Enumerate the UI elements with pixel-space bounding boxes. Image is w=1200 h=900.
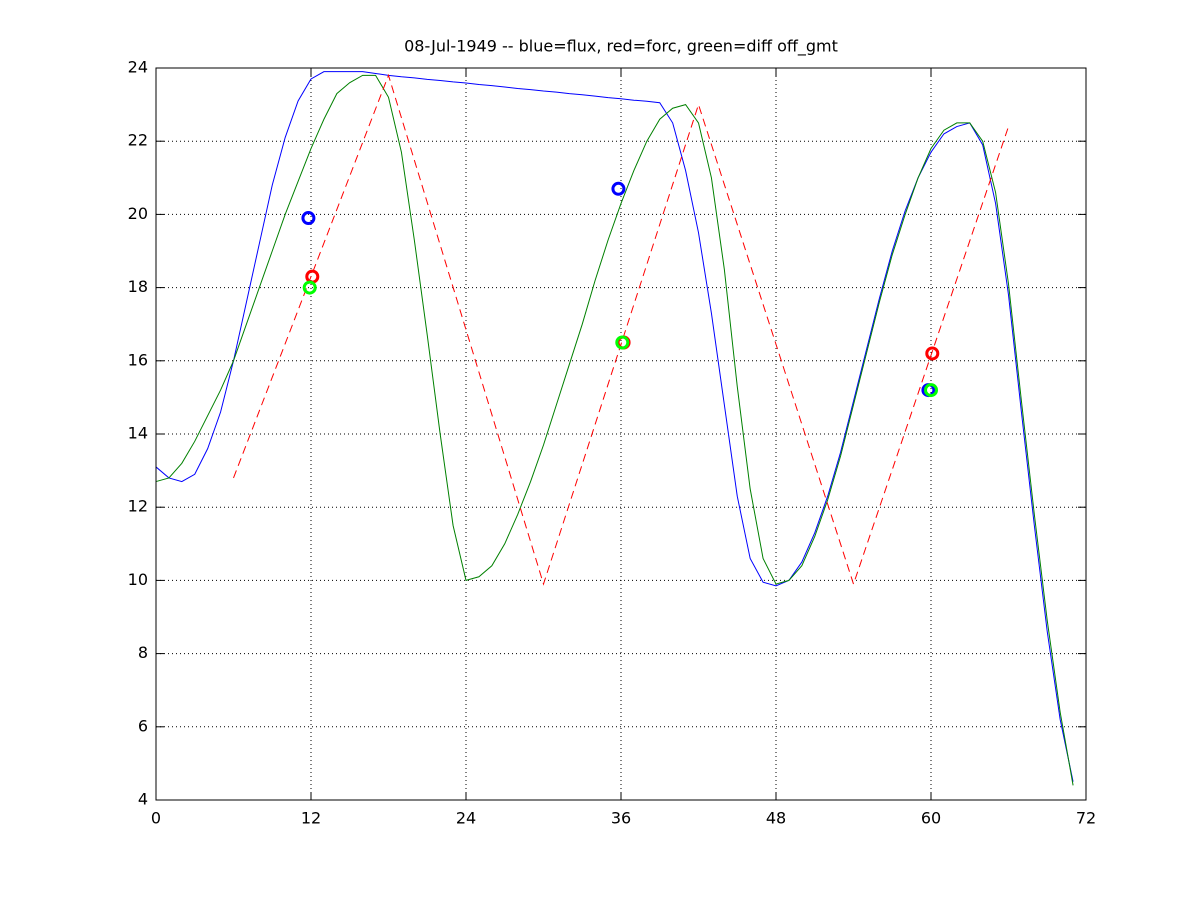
x-tick-label: 12 (301, 809, 321, 828)
x-tick-label: 0 (151, 809, 161, 828)
line (155, 74, 1074, 786)
marker (611, 181, 626, 196)
marker (301, 211, 316, 226)
axes-box (155, 67, 1087, 801)
line (233, 73, 1009, 586)
marker (302, 280, 317, 295)
y-tick-label: 18 (128, 277, 148, 296)
marker (615, 335, 630, 350)
y-tick-label: 22 (128, 131, 148, 150)
x-tick-label: 60 (921, 809, 941, 828)
x-tick-label: 36 (611, 809, 631, 828)
marker (924, 383, 938, 398)
y-tick-label: 6 (138, 716, 148, 735)
y-tick-label: 20 (128, 204, 148, 223)
chart-title: 08-Jul-1949 -- blue=flux, red=forc, gree… (404, 37, 838, 57)
y-tick-label: 12 (128, 497, 148, 516)
y-tick-label: 16 (128, 350, 148, 369)
x-tick-label: 72 (1076, 809, 1096, 828)
marker (925, 346, 940, 361)
y-tick-label: 4 (138, 790, 148, 809)
y-tick-label: 24 (128, 58, 148, 77)
y-tick-label: 8 (138, 643, 148, 662)
x-tick-label: 48 (766, 809, 786, 828)
y-tick-label: 14 (128, 424, 148, 443)
y-tick-label: 10 (128, 570, 148, 589)
x-tick-label: 24 (456, 809, 476, 828)
